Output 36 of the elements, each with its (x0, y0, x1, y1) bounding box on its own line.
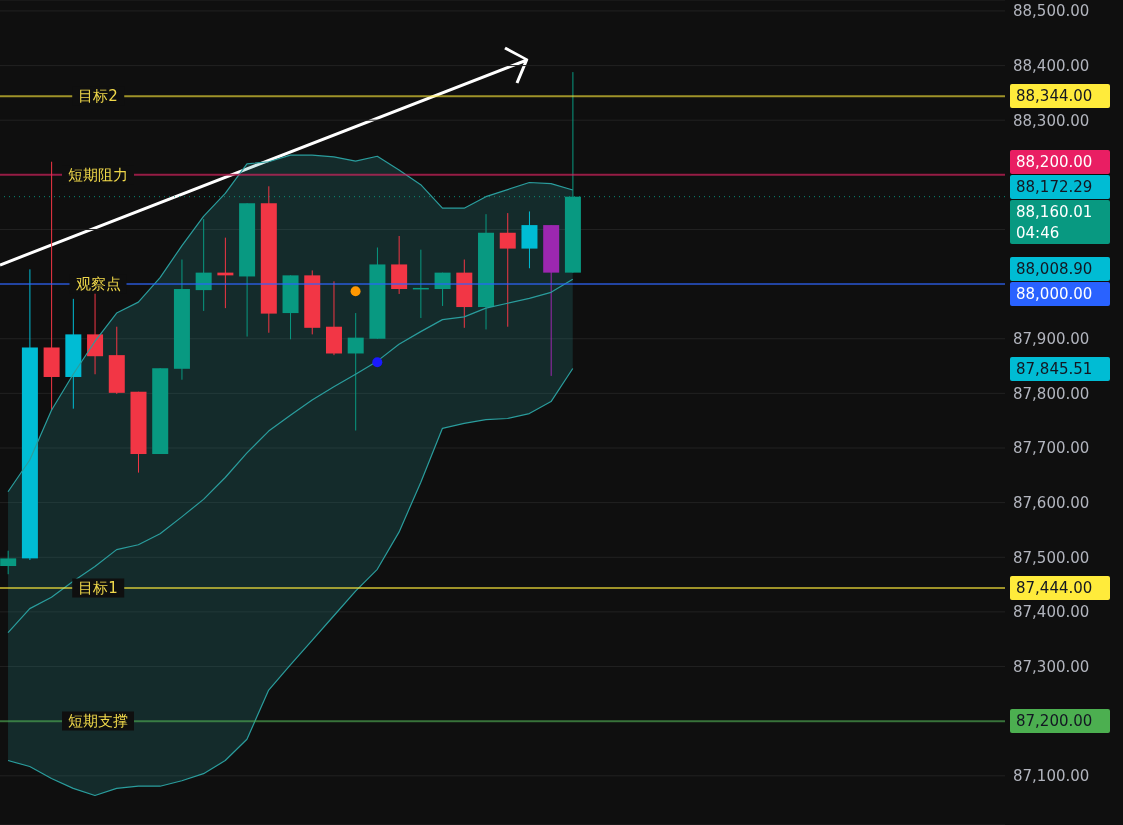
ref-line-label: 短期阻力 (62, 165, 134, 185)
candlestick (195, 218, 212, 312)
ref-line-label: 目标1 (72, 578, 124, 598)
y-tick-label: 87,800.00 (1013, 384, 1090, 403)
text: 88,008.90 (1016, 259, 1094, 281)
y-tick-label: 88,500.00 (1013, 2, 1090, 21)
text: 87,845.51 (1016, 358, 1094, 380)
y-tick-label: 87,400.00 (1013, 603, 1090, 622)
line-series (7, 278, 574, 634)
y-tick-label: 87,500.00 (1013, 548, 1090, 567)
text: 87,444.00 (1016, 577, 1094, 599)
ref-line-label: 目标2 (72, 86, 124, 106)
text: 88,344.00 (1016, 86, 1094, 108)
y-tick-label: 87,600.00 (1013, 493, 1090, 512)
y-tick-label: 87,300.00 (1013, 657, 1090, 676)
text: 88,160.01 (1016, 202, 1094, 224)
text: 04:46 (1016, 224, 1061, 245)
line-series (7, 367, 574, 797)
ref-line-label: 观察点 (69, 274, 127, 294)
candlestick (521, 210, 538, 269)
candlestick (434, 272, 451, 307)
y-tick-label: 88,300.00 (1013, 111, 1090, 130)
candlestick (347, 312, 364, 432)
candlestick (499, 212, 516, 328)
text: 88,200.00 (1016, 152, 1094, 174)
text: 87,200.00 (1016, 711, 1094, 733)
candlestick (0, 550, 17, 575)
y-tick-label: 87,700.00 (1013, 439, 1090, 458)
candlestick (87, 292, 104, 375)
line-series (7, 154, 574, 493)
text: 88,000.00 (1016, 284, 1094, 306)
y-tick-label: 88,400.00 (1013, 56, 1090, 75)
text: 88,172.29 (1016, 177, 1094, 199)
y-tick-label: 87,900.00 (1013, 330, 1090, 349)
ref-line-label: 短期支撑 (62, 711, 134, 731)
y-tick-label: 87,100.00 (1013, 767, 1090, 786)
